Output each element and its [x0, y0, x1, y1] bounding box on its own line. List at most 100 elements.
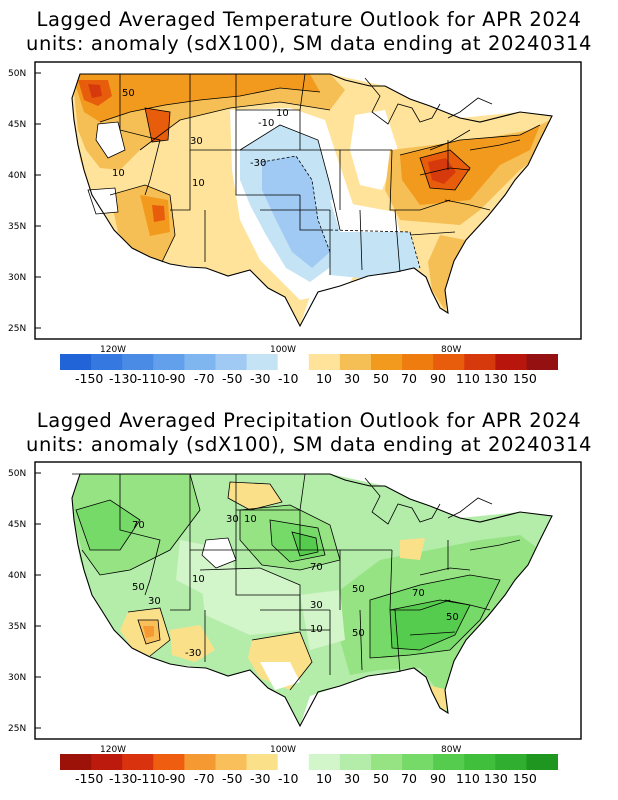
colorbar-label: 150 [513, 771, 537, 786]
precipitation-subtitle: units: anomaly (sdX100), SM data ending … [25, 433, 593, 456]
contour-label: -10 [258, 118, 274, 129]
colorbar-swatch [464, 754, 496, 770]
colorbar-swatch [526, 754, 558, 770]
colorbar-label: -110 [137, 771, 165, 786]
lat-label: 50N [8, 69, 26, 79]
lon-label: 100W [270, 345, 296, 355]
contour-label: 70 [412, 588, 425, 599]
contour-label: 30 [148, 596, 161, 607]
colorbar-swatch [402, 754, 434, 770]
precipitation-axis-labels: 50N 45N 40N 35N 30N 25N [8, 469, 41, 734]
lat-label: 50N [8, 469, 26, 479]
colorbar-label: 90 [430, 771, 446, 786]
colorbar-swatch [246, 354, 279, 370]
precipitation-contour-labels: 70 30 10 50 10 30 70 50 30 10 70 50 50 -… [132, 514, 459, 659]
colorbar-label: -150 [75, 371, 103, 386]
precipitation-map: 70 30 10 50 10 30 70 50 30 10 70 50 50 -… [8, 461, 582, 740]
lat-label: 35N [8, 222, 26, 232]
colorbar-swatch [339, 754, 372, 770]
colorbar-label: 30 [344, 771, 360, 786]
precipitation-title: Lagged Averaged Precipitation Outlook fo… [36, 409, 582, 432]
colorbar-swatch [153, 354, 185, 370]
lat-label: 40N [8, 171, 26, 181]
lat-label: 25N [8, 724, 26, 734]
colorbar-swatch [122, 354, 154, 370]
lat-label: 30N [8, 673, 26, 683]
colorbar-swatch [184, 754, 216, 770]
colorbar-swatch [215, 754, 247, 770]
contour-label: 10 [244, 514, 257, 525]
lat-label: 45N [8, 120, 26, 130]
contour-label: 10 [276, 108, 289, 119]
colorbar-label: 50 [373, 771, 389, 786]
temperature-contour-labels: 50 10 -10 30 -30 10 10 [112, 88, 289, 189]
colorbar-label: -10 [278, 371, 298, 386]
contour-label: 10 [310, 624, 323, 635]
colorbar-swatch [308, 754, 341, 770]
colorbar-swatch [215, 354, 247, 370]
colorbar-swatch [495, 354, 527, 370]
colorbar-label: 10 [316, 371, 332, 386]
colorbar-label: -110 [137, 371, 165, 386]
colorbar-label: 110 [456, 371, 480, 386]
contour-label: 50 [352, 628, 365, 639]
colorbar-swatch [371, 354, 403, 370]
contour-label: 30 [310, 600, 323, 611]
colorbar-swatch [277, 754, 310, 770]
lat-label: 25N [8, 324, 26, 334]
colorbar-label: 130 [484, 771, 508, 786]
temperature-subtitle: units: anomaly (sdX100), SM data ending … [25, 32, 593, 55]
temperature-contours [71, 73, 553, 328]
colorbar-label: 10 [316, 771, 332, 786]
colorbar-swatch [433, 754, 465, 770]
colorbar-label: -130 [109, 771, 137, 786]
colorbar-swatch [277, 354, 310, 370]
colorbar-swatch [184, 354, 216, 370]
lon-label: 120W [100, 345, 126, 355]
colorbar-label: 30 [344, 371, 360, 386]
colorbar-swatch [60, 354, 92, 370]
colorbar-swatch [308, 354, 341, 370]
colorbar-label: -150 [75, 771, 103, 786]
precipitation-colorbar-area: 120W 100W 80W -150 -130 -110 -90 -70 -50… [60, 745, 558, 786]
colorbar-swatch [153, 754, 185, 770]
contour-label: -30 [185, 648, 201, 659]
colorbar-swatch [246, 754, 279, 770]
temperature-axis-labels: 50N 45N 40N 35N 30N 25N 120W 100W 80W [8, 69, 461, 355]
lon-label: 80W [441, 745, 461, 755]
colorbar-label: -90 [165, 371, 185, 386]
colorbar-label: 90 [430, 371, 446, 386]
colorbar-swatch [371, 754, 403, 770]
contour-label: 50 [122, 88, 135, 99]
temperature-title: Lagged Averaged Temperature Outlook for … [36, 8, 582, 31]
contour-label: 10 [112, 168, 125, 179]
contour-label: 50 [132, 582, 145, 593]
colorbar-label: -90 [165, 771, 185, 786]
colorbar-swatch [433, 354, 465, 370]
contour-label: 10 [192, 574, 205, 585]
lon-label: 120W [100, 745, 126, 755]
colorbar-swatch [526, 354, 558, 370]
precipitation-colorbar: -150 -130 -110 -90 -70 -50 -30 -10 10 30… [60, 754, 558, 786]
colorbar-label: 50 [373, 371, 389, 386]
colorbar-swatch [402, 354, 434, 370]
colorbar-swatch [60, 754, 92, 770]
contour-label: 70 [132, 520, 145, 531]
colorbar-swatch [91, 354, 123, 370]
colorbar-label: -50 [222, 371, 242, 386]
contour-label: 50 [446, 612, 459, 623]
colorbar-label: -70 [194, 771, 214, 786]
contour-label: -30 [250, 158, 266, 169]
colorbar-swatch [495, 754, 527, 770]
colorbar-label: -10 [278, 771, 298, 786]
colorbar-swatch [122, 754, 154, 770]
colorbar-label: 150 [513, 371, 537, 386]
contour-label: 10 [192, 178, 205, 189]
colorbar-label: -30 [250, 371, 270, 386]
temperature-colorbar: -150 -130 -110 -90 -70 -50 -30 -10 10 30… [60, 354, 558, 386]
lat-label: 40N [8, 571, 26, 581]
contour-label: 30 [226, 514, 239, 525]
colorbar-label: 70 [401, 771, 417, 786]
colorbar-label: 110 [456, 771, 480, 786]
lon-label: 80W [441, 345, 461, 355]
